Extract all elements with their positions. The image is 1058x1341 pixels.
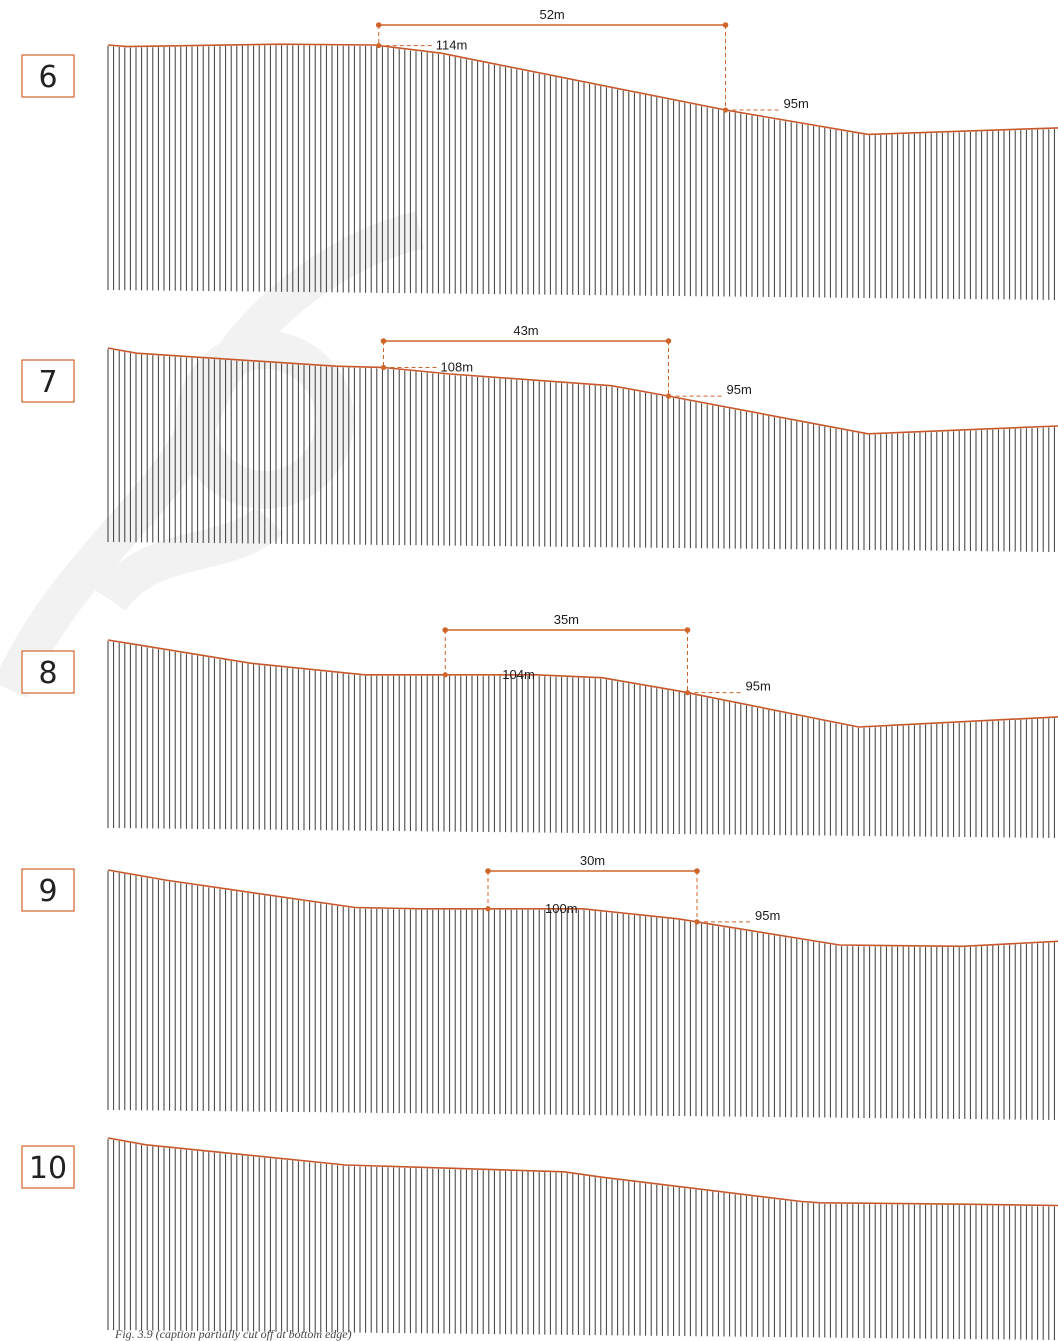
profile-6: 6 52m 114m 95m: [21, 7, 1058, 300]
upper-elevation-label: 108m: [441, 360, 474, 375]
terrain-line: [107, 43, 1058, 136]
terrain-line: [107, 1137, 1058, 1207]
terrain-line: [107, 869, 1058, 948]
width-label: 35m: [554, 612, 579, 627]
terrain-hatch: [107, 641, 1055, 838]
profile-number: 8: [38, 656, 57, 691]
profile-7: 7 43m 108m 95m: [21, 323, 1058, 552]
terrain-hatch: [107, 45, 1055, 300]
watermark: [0, 211, 425, 698]
dimension-annotation: 52m 114m 95m: [375, 7, 809, 113]
profile-number: 9: [38, 874, 57, 909]
profile-9: 9 30m 100m 95m: [21, 853, 1058, 1120]
width-label: 30m: [580, 853, 605, 868]
width-label: 52m: [539, 7, 564, 22]
profiles-layer: 6 52m 114m 95m 7 43m 108m 95m 8 35m 104m 95m 9 30m 100…: [21, 7, 1058, 1340]
dimension-annotation: 30m 100m 95m: [485, 853, 780, 925]
upper-elevation-label: 114m: [436, 38, 468, 53]
profile-number-box: [21, 54, 75, 98]
lower-elevation-label: 95m: [727, 382, 752, 397]
lower-elevation-label: 95m: [746, 679, 771, 694]
profile-number: 6: [38, 60, 57, 95]
profile-number-box: [21, 650, 75, 694]
dimension-annotation: 35m 104m 95m: [442, 612, 771, 696]
dimension-annotation: 43m 108m 95m: [380, 323, 752, 399]
upper-elevation-label: 104m: [502, 667, 535, 682]
profile-number: 10: [29, 1151, 67, 1186]
profile-number-box: [21, 868, 75, 912]
width-label: 43m: [513, 323, 538, 338]
terrain-hatch: [107, 1139, 1055, 1340]
terrain-hatch: [107, 349, 1055, 552]
terrain-line: [107, 347, 1058, 435]
lower-elevation-label: 95m: [755, 908, 780, 923]
terrain-hatch: [107, 871, 1055, 1120]
figure-caption: Fig. 3.9 (caption partially cut off at b…: [114, 1327, 352, 1341]
profile-number-box: [21, 359, 75, 403]
upper-elevation-label: 100m: [545, 901, 578, 916]
profile-number: 7: [38, 365, 57, 400]
profile-8: 8 35m 104m 95m: [21, 612, 1058, 838]
profile-number-box: [21, 1145, 75, 1189]
lower-elevation-label: 95m: [784, 96, 809, 111]
profile-10: 10: [21, 1137, 1058, 1340]
terrain-line: [107, 639, 1058, 728]
